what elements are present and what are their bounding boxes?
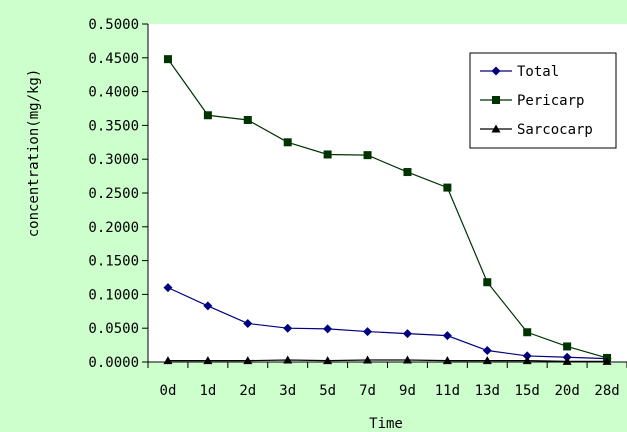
data-point-total bbox=[243, 318, 253, 328]
y-tick-label: 0.0500 bbox=[88, 321, 139, 337]
data-point-pericarp bbox=[443, 183, 452, 192]
x-tick-label: 15d bbox=[515, 383, 540, 399]
data-point-pericarp bbox=[323, 150, 332, 159]
data-point-pericarp bbox=[363, 151, 372, 160]
y-tick-label: 0.4000 bbox=[88, 85, 139, 101]
x-tick-label: 11d bbox=[435, 383, 460, 399]
data-point-pericarp bbox=[203, 111, 212, 120]
data-point-sarcocarp bbox=[283, 355, 293, 364]
x-tick-label: 1d bbox=[199, 383, 216, 399]
legend-label-total: Total bbox=[517, 64, 559, 80]
series-layer bbox=[163, 55, 612, 365]
data-point-sarcocarp bbox=[482, 356, 492, 365]
x-tick-label: 0d bbox=[160, 383, 177, 399]
series-line-sarcocarp bbox=[167, 359, 608, 362]
data-point-total bbox=[442, 331, 452, 341]
data-point-pericarp bbox=[523, 328, 532, 337]
data-point-pericarp bbox=[563, 342, 572, 351]
y-tick-label: 0.2000 bbox=[88, 220, 139, 236]
y-tick-label: 0.5000 bbox=[88, 17, 139, 33]
x-tick-label: 9d bbox=[399, 383, 416, 399]
series-sarcocarp bbox=[163, 355, 612, 365]
legend-marker-pericarp bbox=[492, 96, 500, 104]
data-point-total bbox=[363, 327, 373, 337]
data-point-pericarp bbox=[283, 138, 292, 147]
y-tick-label: 0.0000 bbox=[88, 355, 139, 371]
y-tick-label: 0.1000 bbox=[88, 287, 139, 303]
series-pericarp bbox=[163, 55, 612, 362]
legend-marker-total bbox=[491, 66, 501, 76]
data-point-total bbox=[283, 323, 293, 333]
data-point-pericarp bbox=[403, 168, 412, 177]
data-point-sarcocarp bbox=[323, 356, 333, 365]
y-tick-label: 0.3500 bbox=[88, 118, 139, 134]
data-point-sarcocarp bbox=[602, 356, 612, 365]
axes: 0.0000 0.0500 0.1000 0.1500 0.2000 0.2500 0.30… bbox=[88, 17, 627, 399]
data-point-total bbox=[203, 301, 213, 311]
data-point-sarcocarp bbox=[243, 356, 253, 365]
legend-marker-sarcocarp bbox=[491, 124, 501, 133]
data-point-pericarp bbox=[243, 115, 252, 124]
legend: Total Pericarp Sarcocarp bbox=[469, 52, 617, 149]
y-tick-label: 0.4500 bbox=[88, 51, 139, 67]
data-point-total bbox=[482, 346, 492, 356]
x-tick-label: 13d bbox=[475, 383, 500, 399]
data-point-pericarp bbox=[163, 55, 172, 64]
x-tick-label: 3d bbox=[279, 383, 296, 399]
y-axis-title: concentration(mg/kg) bbox=[26, 69, 42, 238]
data-point-sarcocarp bbox=[203, 356, 213, 365]
x-tick-label: 2d bbox=[239, 383, 256, 399]
data-point-total bbox=[522, 351, 532, 361]
x-tick-label: 20d bbox=[554, 383, 579, 399]
data-point-sarcocarp bbox=[442, 356, 452, 365]
legend-label-sarcocarp: Sarcocarp bbox=[517, 122, 593, 138]
data-point-total bbox=[323, 324, 333, 334]
x-tick-label: 7d bbox=[359, 383, 376, 399]
x-tick-label: 5d bbox=[319, 383, 336, 399]
data-point-pericarp bbox=[483, 278, 492, 287]
data-point-sarcocarp bbox=[522, 356, 532, 365]
data-point-sarcocarp bbox=[363, 355, 373, 364]
data-point-sarcocarp bbox=[402, 355, 412, 364]
series-total bbox=[163, 283, 612, 364]
series-line-total bbox=[167, 287, 608, 360]
data-point-sarcocarp bbox=[163, 356, 173, 365]
data-point-total bbox=[402, 329, 412, 339]
y-tick-label: 0.1500 bbox=[88, 254, 139, 270]
data-point-total bbox=[163, 283, 173, 293]
x-tick-label: 28d bbox=[594, 383, 619, 399]
x-axis-title: Time bbox=[369, 416, 403, 432]
data-point-sarcocarp bbox=[562, 356, 572, 365]
series-line-pericarp bbox=[167, 58, 608, 359]
y-tick-label: 0.2500 bbox=[88, 186, 139, 202]
legend-label-pericarp: Pericarp bbox=[517, 93, 584, 109]
y-tick-label: 0.3000 bbox=[88, 152, 139, 168]
